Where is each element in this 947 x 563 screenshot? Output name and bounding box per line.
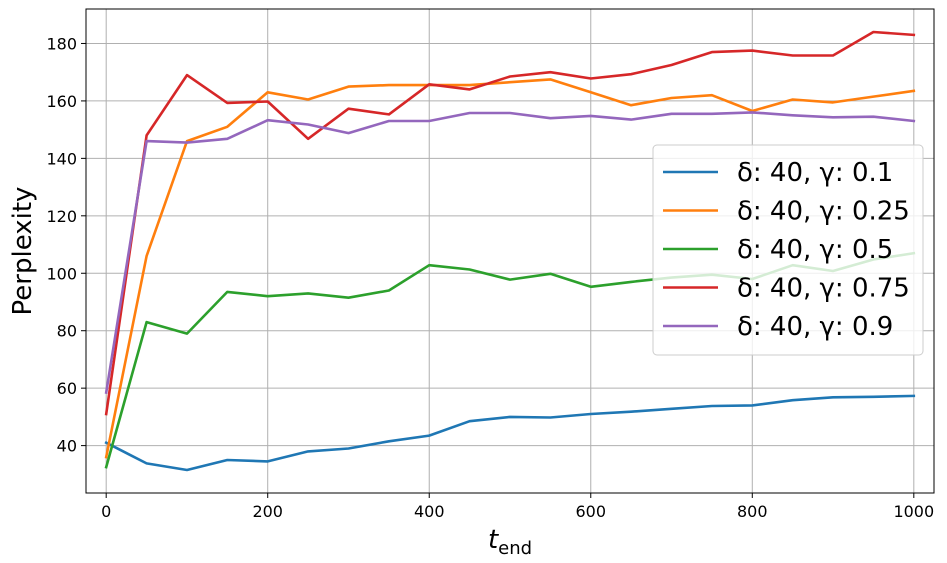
y-tick-label: 120 <box>46 207 77 226</box>
series-line-4 <box>104 111 916 394</box>
y-tick-label: 100 <box>46 264 77 283</box>
series-line-3 <box>104 30 916 416</box>
y-tick-label: 140 <box>46 149 77 168</box>
x-tick-label: 1000 <box>893 502 934 521</box>
y-tick-label: 40 <box>57 437 77 456</box>
series-line-0 <box>104 394 916 472</box>
y-tick-label: 160 <box>46 92 77 111</box>
x-tick-label: 800 <box>737 502 768 521</box>
legend-label-0: δ: 40, γ: 0.1 <box>737 158 893 188</box>
legend-label-2: δ: 40, γ: 0.5 <box>737 235 893 265</box>
legend: δ: 40, γ: 0.1 δ: 40, γ: 0.25 δ: 40, γ: 0.5… <box>652 144 924 356</box>
y-tick-label: 180 <box>46 34 77 53</box>
x-tick-label: 600 <box>575 502 606 521</box>
legend-label-3: δ: 40, γ: 0.75 <box>737 274 910 304</box>
x-axis-ticks: 0 200 400 600 800 1000 <box>101 493 934 521</box>
legend-box <box>652 144 924 356</box>
x-axis-label-subscript: end <box>498 538 532 559</box>
x-axis-label: tend <box>488 525 532 559</box>
plot-frame <box>85 8 935 494</box>
y-tick-label: 60 <box>57 379 77 398</box>
x-axis-label-main: t <box>488 525 499 555</box>
x-tick-label: 400 <box>414 502 445 521</box>
series-line-1 <box>104 78 916 459</box>
y-tick-label: 80 <box>57 322 77 341</box>
y-axis-label: Perplexity <box>8 187 38 316</box>
legend-label-1: δ: 40, γ: 0.25 <box>737 197 910 227</box>
y-axis-ticks: 40 60 80 100 120 140 160 180 <box>46 34 86 456</box>
x-tick-label: 0 <box>101 502 111 521</box>
legend-label-4: δ: 40, γ: 0.9 <box>737 312 893 342</box>
x-tick-label: 200 <box>252 502 283 521</box>
